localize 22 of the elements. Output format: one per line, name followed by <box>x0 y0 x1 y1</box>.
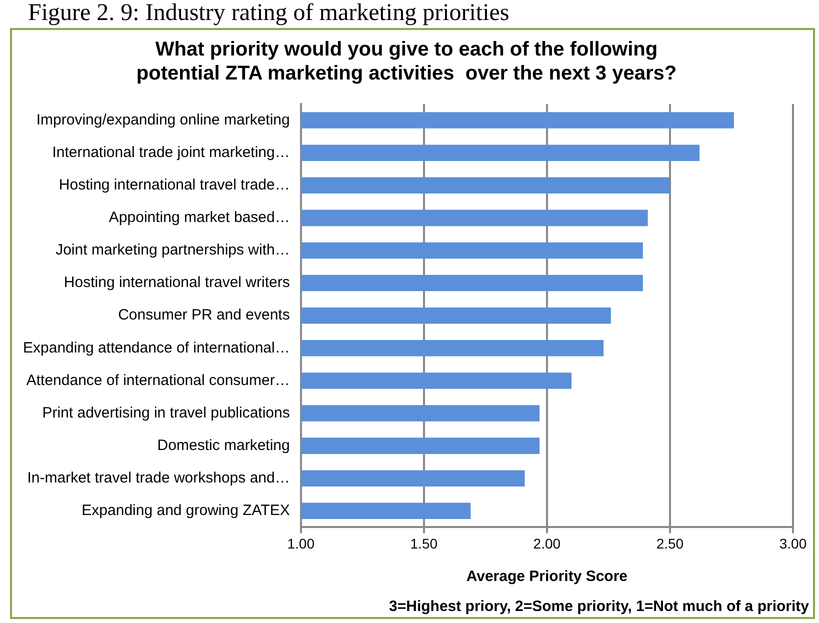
y-tick-label: Hosting international travel writers <box>64 274 290 292</box>
y-tick-label: Expanding and growing ZATEX <box>82 502 290 520</box>
caption: Figure 2. 9: Industry rating of marketing priorities <box>28 0 510 26</box>
x-tick-label: 2.00 <box>533 535 561 552</box>
y-tick-label: Domestic marketing <box>157 436 290 454</box>
y-tick-label: In-market travel trade workshops and… <box>27 470 290 487</box>
y-tick-label: Expanding attendance of international… <box>23 339 290 356</box>
y-tick-label: Print advertising in travel publications <box>42 404 290 422</box>
x-tick-label: 2.50 <box>656 535 684 552</box>
y-tick-label: Appointing market based… <box>108 209 290 226</box>
y-tick-label: Joint marketing partnerships with… <box>56 242 290 259</box>
y-tick-label: Improving/expanding online marketing <box>36 111 290 128</box>
y-tick-label: Attendance of international consumer… <box>26 372 290 389</box>
x-tick-label: 1.00 <box>287 535 315 552</box>
chart-title: What priority would you give to each of the following potential ZTA marketing activities over the next 3 years? <box>136 38 677 85</box>
x-tick-label: 1.50 <box>410 535 438 552</box>
x-axis-title: Average Priority Score <box>466 568 628 586</box>
y-tick-label: Hosting international travel trade… <box>58 176 290 194</box>
y-tick-label: International trade joint marketing… <box>52 144 290 161</box>
x-tick-label: 3.00 <box>779 535 807 552</box>
text: 3=Highest priory, 2=Some priority, 1=Not much of a priority <box>389 598 809 615</box>
y-tick-label: Consumer PR and events <box>118 306 290 324</box>
